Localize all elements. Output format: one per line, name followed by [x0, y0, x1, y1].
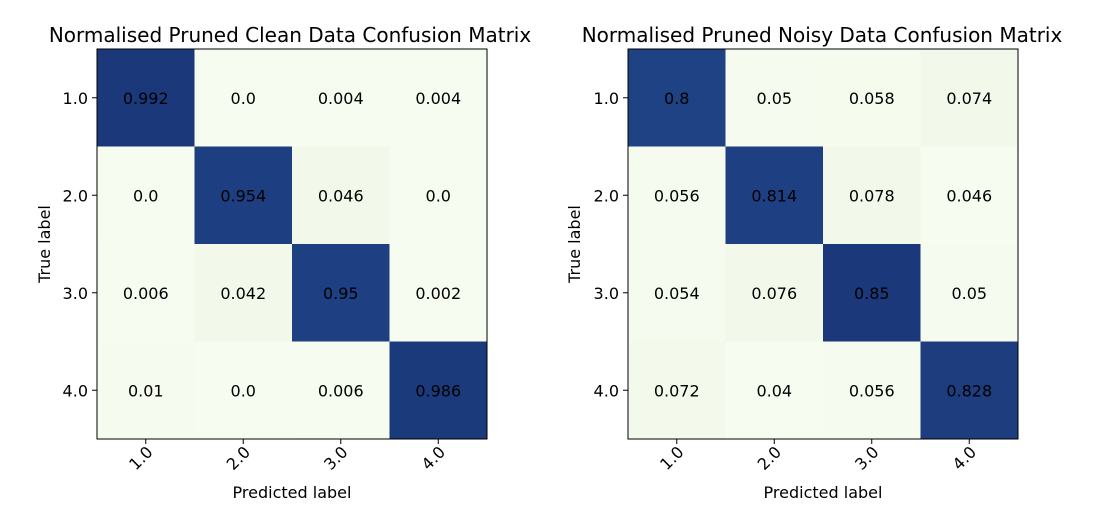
y-axis-label: True label [35, 205, 54, 284]
heatmap-cell-r4-c2 [725, 341, 824, 440]
cell-value-label: 0.004 [318, 89, 364, 108]
plot-frame [96, 48, 488, 440]
heatmap-cell-r4-c4 [920, 341, 1019, 440]
cell-value-label: 0.0 [133, 186, 158, 205]
cell-value-label: 0.002 [415, 284, 461, 303]
y-tick-label: 1.0 [63, 89, 88, 108]
y-tick-label: 2.0 [594, 186, 619, 205]
y-tick-label: 2.0 [63, 186, 88, 205]
heatmap-cell-r3-c3 [292, 244, 390, 342]
cell-value-label: 0.078 [849, 186, 895, 205]
cell-value-label: 0.828 [946, 381, 992, 400]
cell-value-label: 0.05 [951, 284, 987, 303]
heatmap-cell-r1-c2 [725, 49, 824, 147]
cell-value-label: 0.05 [756, 89, 792, 108]
cell-value-label: 0.814 [751, 186, 797, 205]
cell-value-label: 0.04 [756, 381, 792, 400]
cell-value-label: 0.01 [128, 381, 164, 400]
cell-value-label: 0.0 [231, 89, 256, 108]
cell-value-label: 0.992 [123, 89, 169, 108]
heatmap-cell-r3-c2 [725, 244, 824, 342]
x-tick-label: 1.0 [656, 442, 687, 473]
heatmap-cell-r4-c3 [292, 341, 390, 440]
heatmap-cell-r2-c4 [920, 146, 1019, 245]
heatmap-cell-r1-c3 [292, 49, 390, 147]
confusion-matrix-1: Normalised Pruned Clean Data Confusion M… [35, 23, 531, 502]
heatmap-cell-r1-c4 [389, 49, 488, 147]
heatmap-cell-r4-c4 [389, 341, 488, 440]
x-axis-label: Predicted label [233, 483, 352, 502]
x-tick-label: 2.0 [223, 442, 254, 473]
heatmap-cell-r3-c1 [628, 244, 726, 342]
heatmap-cell-r3-c1 [97, 244, 195, 342]
y-axis-label: True label [565, 205, 584, 284]
heatmap-cell-r1-c3 [823, 49, 921, 147]
cell-value-label: 0.054 [654, 284, 700, 303]
cell-value-label: 0.95 [323, 284, 359, 303]
heatmap-cell-r2-c3 [823, 146, 921, 245]
heatmap-cell-r2-c3 [292, 146, 390, 245]
x-tick-label: 4.0 [949, 442, 980, 473]
heatmap-cell-r4-c1 [628, 341, 726, 440]
cell-value-label: 0.056 [654, 186, 700, 205]
heatmap-cell-r3-c3 [823, 244, 921, 342]
heatmap-cell-r4-c3 [823, 341, 921, 440]
cell-value-label: 0.042 [220, 284, 266, 303]
heatmap-cell-r2-c4 [389, 146, 488, 245]
cell-value-label: 0.954 [220, 186, 266, 205]
heatmap-cell-r2-c2 [194, 146, 293, 245]
cell-value-label: 0.076 [751, 284, 797, 303]
y-tick-label: 4.0 [63, 381, 88, 400]
x-tick-label: 3.0 [851, 442, 882, 473]
x-axis-label: Predicted label [764, 483, 883, 502]
cell-value-label: 0.046 [318, 186, 364, 205]
y-tick-label: 4.0 [594, 381, 619, 400]
x-tick-label: 1.0 [125, 442, 156, 473]
cell-value-label: 0.986 [415, 381, 461, 400]
cell-value-label: 0.85 [854, 284, 890, 303]
chart-title: Normalised Pruned Noisy Data Confusion M… [582, 23, 1063, 47]
cell-value-label: 0.046 [946, 186, 992, 205]
heatmap-cell-r2-c2 [725, 146, 824, 245]
cell-value-label: 0.072 [654, 381, 700, 400]
plot-frame [627, 48, 1019, 440]
heatmap-cell-r1-c1 [97, 49, 195, 147]
x-tick-label: 3.0 [320, 442, 351, 473]
confusion-matrix-2: Normalised Pruned Noisy Data Confusion M… [565, 23, 1062, 502]
heatmap-cell-r1-c2 [194, 49, 293, 147]
x-tick-label: 4.0 [418, 442, 449, 473]
y-tick-label: 3.0 [594, 284, 619, 303]
cell-value-label: 0.004 [415, 89, 461, 108]
heatmap-cell-r1-c4 [920, 49, 1019, 147]
chart-title: Normalised Pruned Clean Data Confusion M… [49, 23, 532, 47]
heatmap-cell-r1-c1 [628, 49, 726, 147]
heatmap-cell-r4-c1 [97, 341, 195, 440]
x-tick-label: 2.0 [754, 442, 785, 473]
heatmap-cell-r2-c1 [628, 146, 726, 245]
cell-value-label: 0.0 [426, 186, 451, 205]
heatmap-cell-r2-c1 [97, 146, 195, 245]
cell-value-label: 0.006 [123, 284, 169, 303]
cell-value-label: 0.056 [849, 381, 895, 400]
cell-value-label: 0.074 [946, 89, 992, 108]
cell-value-label: 0.006 [318, 381, 364, 400]
cell-value-label: 0.058 [849, 89, 895, 108]
heatmap-cell-r3-c4 [389, 244, 488, 342]
cell-value-label: 0.0 [231, 381, 256, 400]
cell-value-label: 0.8 [664, 89, 689, 108]
y-tick-label: 1.0 [594, 89, 619, 108]
heatmap-cell-r3-c4 [920, 244, 1019, 342]
heatmap-cell-r4-c2 [194, 341, 293, 440]
y-tick-label: 3.0 [63, 284, 88, 303]
heatmap-cell-r3-c2 [194, 244, 293, 342]
